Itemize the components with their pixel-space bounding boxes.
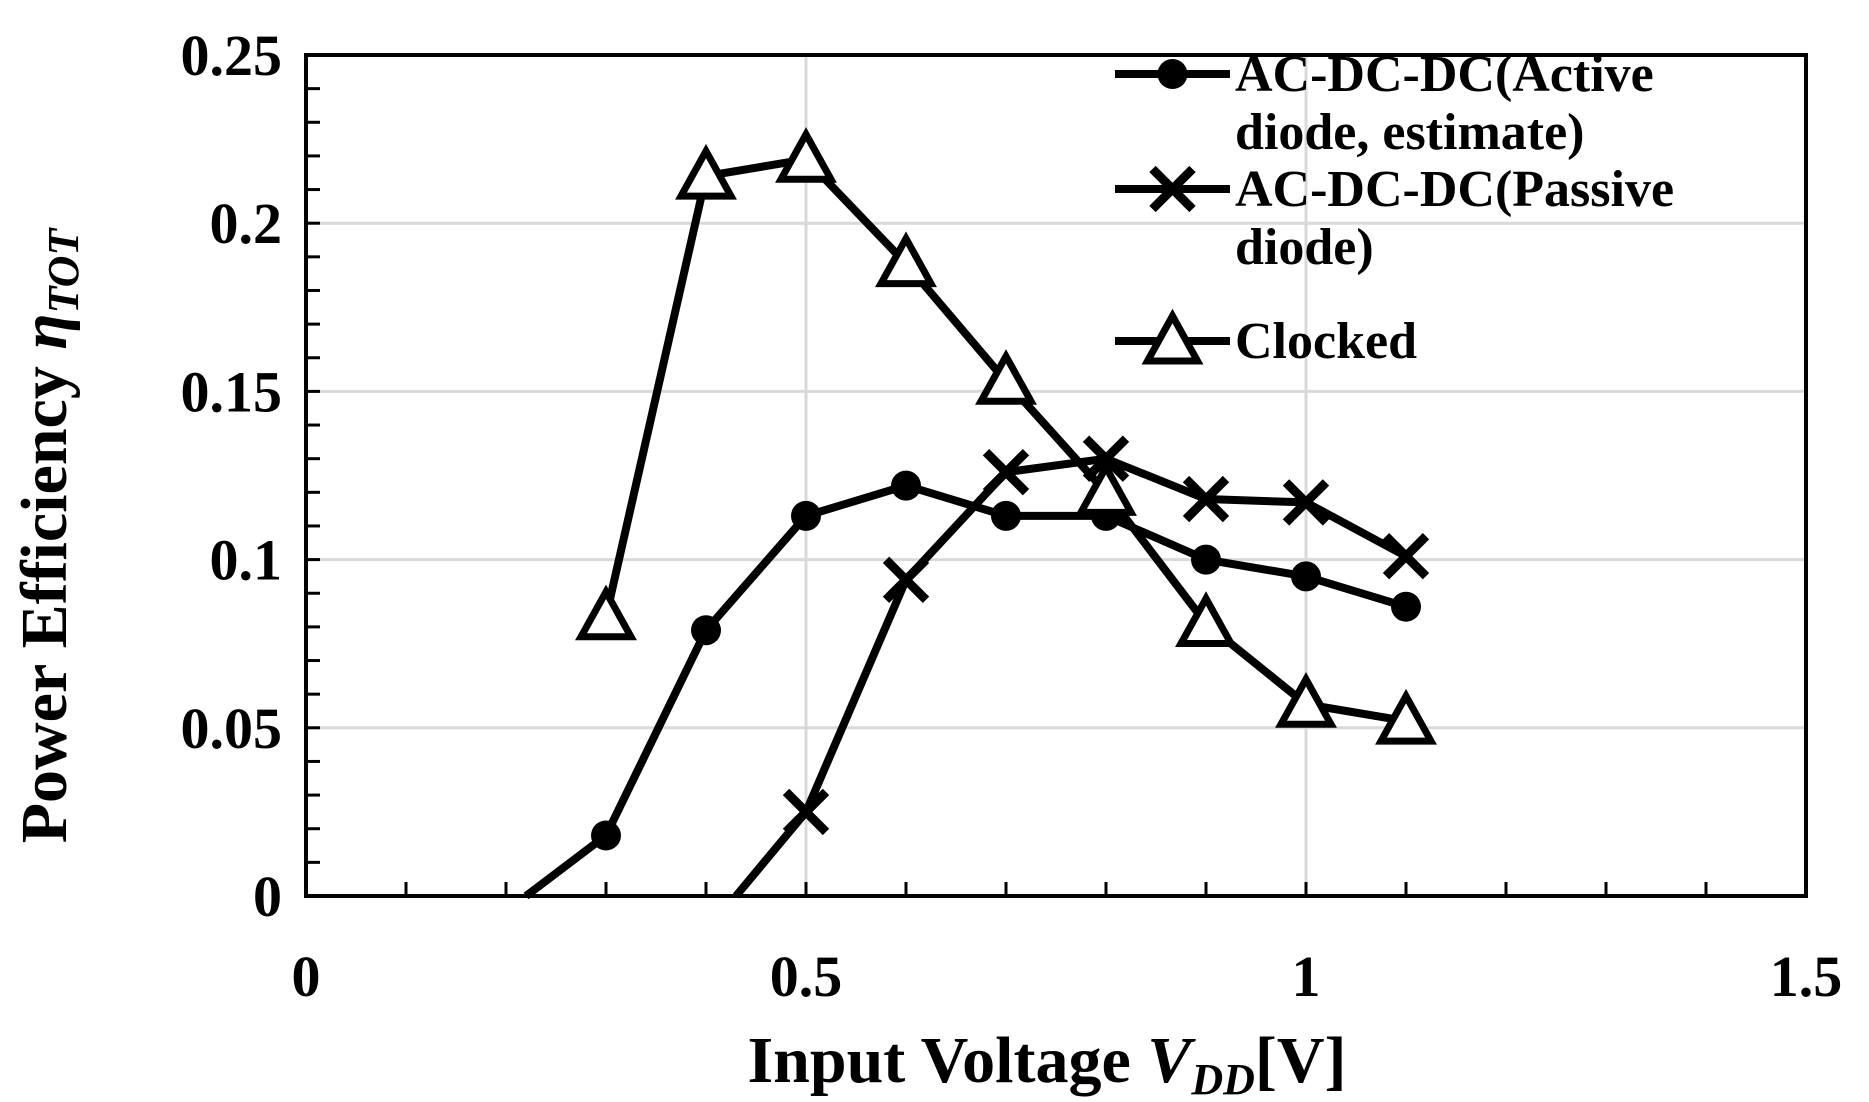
legend-marker — [1157, 59, 1188, 89]
data-point — [991, 500, 1021, 531]
data-point — [1191, 544, 1221, 575]
y-tick-label: 0.15 — [181, 359, 283, 424]
grid-lines — [306, 55, 1806, 896]
x-axis-title: Input Voltage VDD[V] — [747, 1024, 1346, 1102]
legend-label: Clocked — [1235, 313, 1417, 370]
legend-label: diode) — [1235, 219, 1374, 276]
x-marker-stroke — [1382, 533, 1430, 580]
legend-item: Clocked — [1115, 308, 1417, 370]
x-marker-stroke — [882, 556, 930, 603]
series-layer — [523, 127, 1437, 900]
x-marker-stroke — [982, 448, 1030, 496]
data-point — [875, 231, 937, 288]
x-marker-stroke — [782, 788, 830, 836]
y-axis-title: Power Efficiency ηTOT — [8, 227, 88, 844]
data-point — [791, 500, 821, 531]
legend-marker — [1149, 165, 1196, 213]
y-tick-labels: 0 0.05 0.1 0.15 0.2 0.25 — [181, 23, 283, 929]
legend-label: AC-DC-DC(Passive — [1235, 161, 1674, 218]
data-point — [691, 615, 721, 646]
data-point — [1391, 591, 1421, 622]
x-tick-label: 0 — [292, 944, 321, 1009]
x-tick-label: 1 — [1292, 944, 1321, 1009]
x-marker-stroke — [1182, 475, 1230, 523]
plot-area-frame — [304, 53, 1808, 898]
series-circle — [523, 470, 1421, 900]
data-point — [975, 349, 1037, 405]
data-point — [1275, 672, 1337, 728]
x-tick-label: 0.5 — [770, 944, 843, 1009]
data-point — [1291, 561, 1321, 592]
series-x — [732, 435, 1430, 899]
y-tick-label: 0.1 — [210, 528, 283, 593]
series-line — [732, 454, 1408, 899]
data-point — [1182, 475, 1230, 523]
data-point — [675, 143, 737, 200]
y-tick-label: 0 — [253, 864, 282, 929]
x-marker-stroke — [1149, 165, 1196, 213]
legend-label: diode, estimate) — [1235, 104, 1584, 161]
data-point — [882, 556, 930, 603]
series-triangle — [575, 127, 1437, 745]
y-tick-label: 0.05 — [181, 696, 283, 761]
data-point — [1375, 688, 1437, 745]
data-point — [982, 448, 1030, 496]
data-point — [575, 584, 637, 641]
legend-label: AC-DC-DC(Active — [1235, 46, 1654, 103]
x-marker-stroke — [1282, 479, 1330, 526]
data-point — [591, 820, 621, 851]
y-tick-label: 0.25 — [181, 23, 283, 88]
y-tick-label: 0.2 — [210, 191, 283, 256]
data-point — [1175, 591, 1237, 648]
data-point — [1382, 533, 1430, 580]
x-tick-label: 1.5 — [1770, 944, 1843, 1009]
series-line — [523, 481, 1408, 900]
data-point — [1075, 460, 1137, 516]
data-point — [891, 470, 921, 501]
legend-marker — [1141, 308, 1204, 365]
x-tick-labels: 0 0.5 1 1.5 — [292, 944, 1843, 1009]
minor-ticks — [306, 87, 1708, 896]
data-point — [1282, 479, 1330, 526]
data-point — [782, 788, 830, 836]
data-point — [775, 127, 837, 183]
